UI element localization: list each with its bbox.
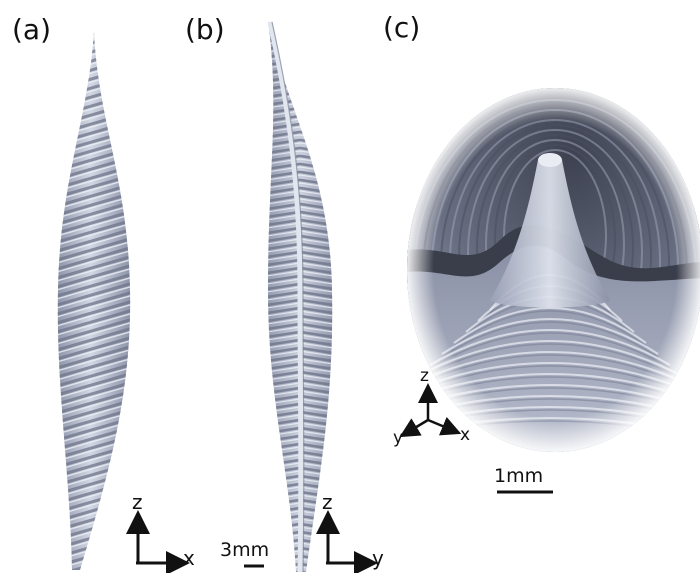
axis-c-z-label: z [420,366,429,386]
axes-b [316,510,378,573]
ribbon-b-spine [267,21,304,573]
axis-b-y-label: y [372,546,384,570]
panel-label-a: (a) [12,13,52,46]
axis-a-z-label: z [132,490,143,514]
scale-bar-c-label: 1mm [494,465,544,487]
scale-bar-b-label: 3mm [220,539,270,561]
axis-a-x-label: x [183,546,195,570]
axis-c-x-label: x [460,425,471,445]
panel-label-c: (c) [383,11,421,44]
axis-c-y-label: y [393,428,404,448]
axes-a [126,510,190,573]
axis-b-z-label: z [322,490,333,514]
axes-c [399,383,462,438]
panel-label-b: (b) [185,13,225,46]
